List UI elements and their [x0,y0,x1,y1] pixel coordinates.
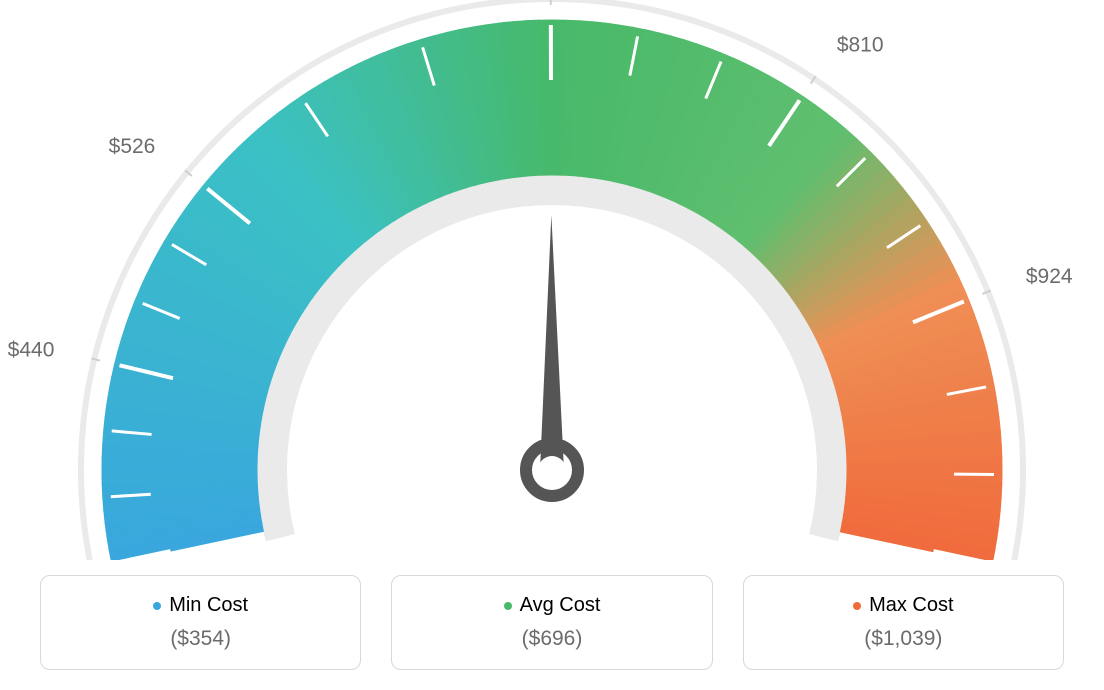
legend-cards: Min Cost ($354) Avg Cost ($696) Max Cost… [40,575,1064,670]
card-avg-cost: Avg Cost ($696) [391,575,712,670]
card-max-cost: Max Cost ($1,039) [743,575,1064,670]
svg-text:$924: $924 [1026,265,1073,288]
dot-max [853,602,861,610]
svg-text:$810: $810 [837,34,884,57]
value-min: ($354) [51,627,350,651]
card-avg-label: Avg Cost [504,594,601,617]
value-avg: ($696) [402,627,701,651]
value-max: ($1,039) [754,627,1053,651]
gauge-chart-container: $354$440$526$696$810$924$1,039 Min Cost … [0,0,1104,690]
label-avg: Avg Cost [520,594,601,617]
gauge-area: $354$440$526$696$810$924$1,039 [0,0,1104,560]
label-max: Max Cost [869,594,953,617]
dot-min [153,602,161,610]
card-min-label: Min Cost [153,594,248,617]
label-min: Min Cost [169,594,248,617]
gauge-svg: $354$440$526$696$810$924$1,039 [0,0,1104,560]
svg-text:$526: $526 [109,135,156,158]
card-min-cost: Min Cost ($354) [40,575,361,670]
card-max-label: Max Cost [853,594,953,617]
dot-avg [504,602,512,610]
svg-text:$440: $440 [8,339,55,362]
